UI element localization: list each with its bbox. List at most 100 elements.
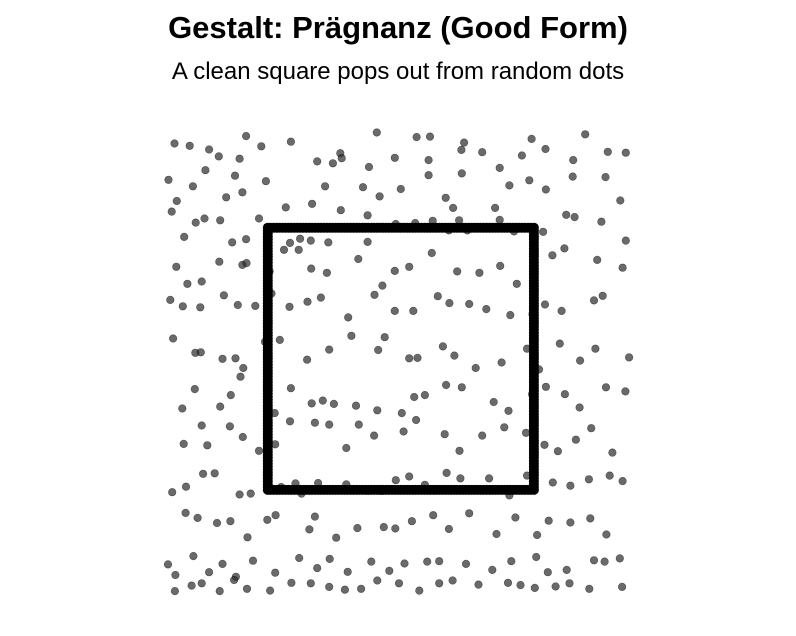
noise-point (525, 176, 534, 185)
noise-point (621, 236, 630, 245)
noise-point (183, 279, 192, 288)
noise-point (568, 172, 577, 181)
noise-point (222, 193, 231, 202)
noise-point (344, 313, 353, 322)
noise-point (197, 421, 206, 430)
chart-subtitle: A clean square pops out from random dots (171, 58, 625, 85)
noise-point (586, 514, 595, 523)
noise-point (433, 292, 442, 301)
noise-point (307, 399, 316, 408)
noise-point (364, 162, 374, 172)
noise-point (296, 234, 305, 243)
square-dots (262, 222, 539, 495)
noise-point (435, 579, 444, 588)
noise-point (465, 299, 474, 309)
noise-point (372, 128, 381, 137)
noise-point (412, 133, 421, 142)
noise-point (216, 402, 225, 411)
noise-point (242, 584, 252, 593)
noise-point (397, 409, 406, 418)
noise-point (394, 579, 404, 588)
noise-point (373, 406, 382, 415)
noise-point (216, 216, 225, 225)
noise-point (205, 568, 214, 577)
noise-point (618, 263, 627, 272)
noise-point (178, 404, 187, 413)
noise-point (325, 554, 334, 564)
noise-point (271, 511, 280, 520)
noise-point (489, 397, 498, 407)
noise-point (303, 297, 312, 306)
noise-point (505, 181, 514, 190)
noise-point (442, 380, 451, 390)
noise-point (201, 166, 210, 175)
noise-point (608, 448, 617, 457)
noise-point (230, 575, 239, 585)
noise-point (325, 420, 334, 429)
noise-point (412, 415, 421, 425)
noise-point (589, 296, 599, 305)
noise-point (305, 525, 314, 534)
noise-point (215, 586, 224, 596)
noise-point (187, 581, 196, 590)
noise-point (218, 559, 227, 569)
noise-point (445, 299, 454, 308)
noise-point (391, 476, 400, 485)
noise-point (254, 446, 264, 455)
noise-point (363, 211, 372, 220)
noise-point (261, 177, 271, 186)
noise-point (189, 551, 198, 561)
noise-point (478, 148, 487, 157)
noise-point (455, 446, 464, 455)
noise-point (541, 144, 550, 154)
noise-point (571, 435, 581, 444)
noise-point (306, 579, 315, 588)
noise-point (409, 306, 418, 316)
noise-point (530, 583, 539, 593)
noise-point (438, 342, 448, 351)
noise-point (205, 145, 214, 154)
noise-point (354, 254, 363, 264)
noise-point (324, 238, 333, 247)
noise-point (193, 513, 202, 523)
noise-point (271, 568, 280, 577)
noise-point (196, 348, 205, 357)
noise-point (532, 530, 542, 540)
noise-point (532, 552, 541, 562)
noise-point (358, 183, 368, 192)
noise-point (239, 363, 248, 373)
noise-point (601, 173, 610, 182)
noise-point (164, 175, 173, 184)
noise-point (390, 266, 399, 276)
noise-point (230, 171, 240, 180)
noise-point (286, 384, 296, 393)
noise-point (321, 182, 330, 191)
noise-point (242, 259, 251, 268)
noise-point (343, 567, 352, 576)
noise-point (281, 203, 290, 212)
noise-point (544, 516, 553, 525)
noise-point (235, 154, 244, 163)
noise-point (587, 424, 596, 433)
noise-point (203, 441, 212, 450)
noise-point (238, 188, 247, 197)
noise-point (342, 443, 351, 453)
noise-point (180, 232, 189, 241)
noise-point (598, 291, 607, 300)
noise-point (548, 478, 557, 487)
noise-point (621, 387, 630, 396)
noise-point (391, 524, 400, 533)
noise-point (581, 130, 590, 139)
noise-point (325, 345, 334, 354)
noise-point (400, 559, 409, 568)
noise-point (226, 517, 235, 526)
noise-point (555, 339, 564, 348)
noise-point (275, 335, 284, 345)
noise-point (575, 403, 584, 412)
noise-point (616, 196, 625, 205)
noise-point (456, 474, 465, 483)
noise-point (181, 482, 191, 491)
noise-point (495, 215, 504, 224)
noise-point (181, 508, 190, 518)
